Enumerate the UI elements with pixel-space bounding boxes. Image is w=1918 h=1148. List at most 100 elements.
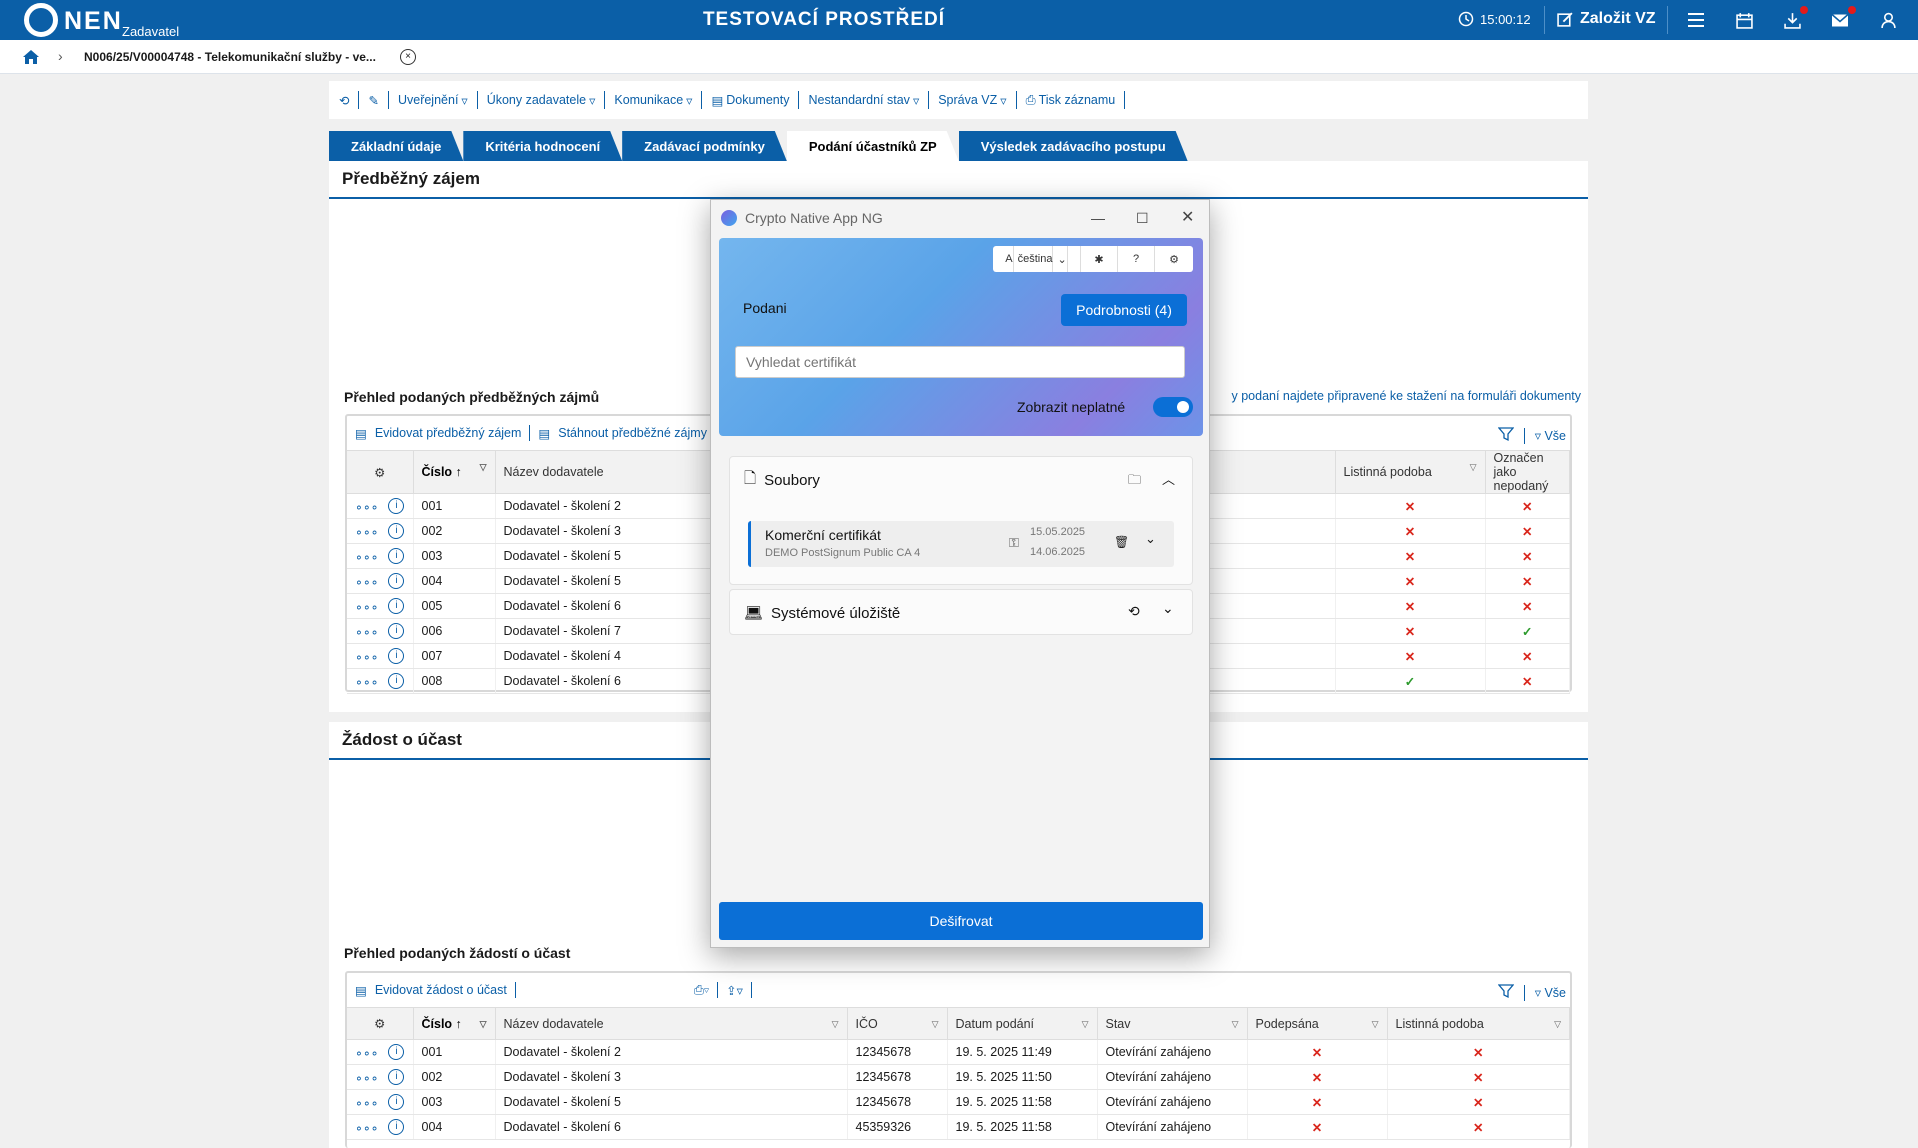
edit-icon[interactable]: ✎ [368, 93, 379, 108]
more-icon[interactable]: ∘∘∘ [355, 499, 379, 514]
more-icon[interactable]: ∘∘∘ [355, 649, 379, 664]
gear-icon[interactable]: ⚙ [1169, 253, 1179, 266]
chevron-up-icon[interactable]: ︿ [1162, 472, 1176, 487]
info-icon[interactable]: i [388, 623, 405, 639]
info-icon[interactable]: i [388, 673, 405, 689]
folder-icon[interactable]: 🗀 [1128, 472, 1142, 487]
details-button[interactable]: Podrobnosti (4) [1061, 294, 1187, 326]
menu-icon[interactable] [1684, 9, 1708, 31]
filter-caret-icon[interactable]: ▽ [1469, 462, 1477, 472]
filter-caret-icon[interactable]: ▽ [1371, 1019, 1379, 1029]
minimize-icon[interactable]: — [1091, 210, 1105, 226]
stahnout-zajmy-button[interactable]: Stáhnout předběžné zájmy [558, 426, 707, 440]
download-icon[interactable] [1780, 6, 1808, 31]
certificate-search-input[interactable] [735, 346, 1185, 378]
help-icon[interactable]: ? [1118, 246, 1155, 272]
filter-caret-icon[interactable]: ▽ [1231, 1019, 1239, 1029]
filter-caret-icon[interactable]: ▽ [479, 1019, 487, 1029]
column-header-cislo[interactable]: Číslo ↑ ▽ [413, 450, 496, 494]
user-icon[interactable] [1876, 9, 1900, 31]
chevron-down-icon[interactable]: ⌄ [1162, 600, 1174, 616]
filter-all-button[interactable]: ▿ Vše [1535, 985, 1566, 1000]
column-header-datum[interactable]: Datum podání ▽ [947, 1007, 1098, 1040]
filter-caret-icon[interactable]: ▽ [1081, 1019, 1089, 1029]
system-store-header[interactable]: 💻︎ Systémové úložiště ⟲ ⌄ [730, 590, 1192, 636]
info-icon[interactable]: i [388, 573, 405, 589]
refresh-icon[interactable]: ⟲ [1128, 603, 1140, 619]
tab-vysledek-zadavaciho-postupu[interactable]: Výsledek zadávacího postupu [959, 131, 1188, 161]
table-row[interactable]: ∘∘∘ i 004 Dodavatel - školení 6 45359326 19. … [347, 1114, 1570, 1140]
menu-ukony-zadavatele[interactable]: Úkony zadavatele ▿ [487, 93, 596, 108]
column-header-nepodany[interactable]: Označen jako nepodaný [1485, 450, 1570, 494]
export-icon[interactable]: ⇪▿ [726, 983, 743, 998]
more-icon[interactable]: ∘∘∘ [355, 599, 379, 614]
documents-info-link[interactable]: y podaní najdete připravené ke stažení n… [1231, 389, 1581, 403]
filter-caret-icon[interactable]: ▽ [931, 1019, 939, 1029]
more-icon[interactable]: ∘∘∘ [355, 674, 379, 689]
create-vz-button[interactable]: Založit VZ [1557, 10, 1656, 28]
info-icon[interactable]: i [388, 1044, 405, 1060]
filter-caret-icon[interactable]: ▽ [479, 462, 487, 472]
calendar-icon[interactable] [1732, 9, 1756, 31]
more-icon[interactable]: ∘∘∘ [355, 1095, 379, 1110]
show-invalid-toggle[interactable] [1153, 397, 1193, 417]
filter-caret-icon[interactable]: ▽ [1554, 1019, 1561, 1029]
close-icon[interactable]: ✕ [1181, 209, 1195, 226]
breadcrumb-path[interactable]: N006/25/V00004748 - Telekomunikační služ… [84, 50, 376, 64]
column-header-stav[interactable]: Stav ▽ [1097, 1007, 1248, 1040]
more-icon[interactable]: ∘∘∘ [355, 524, 379, 539]
tab-zadavaci-podminky[interactable]: Zadávací podmínky [622, 131, 787, 161]
table-row[interactable]: ∘∘∘ i 002 Dodavatel - školení 3 12345678 19. … [347, 1064, 1570, 1090]
home-icon[interactable] [22, 49, 40, 68]
files-panel-header[interactable]: 🗋 Soubory 🗀 ︿ [730, 457, 1192, 503]
column-header-listinna[interactable]: Listinná podoba ▽ [1335, 450, 1486, 494]
column-header-nazev[interactable]: Název dodavatele ▽ [495, 1007, 848, 1040]
refresh-icon[interactable]: ⟲ [339, 93, 350, 108]
column-settings-icon[interactable]: ⚙ [347, 1007, 414, 1040]
info-icon[interactable]: i [388, 498, 405, 514]
printer-icon[interactable]: ⎙▿ [693, 982, 710, 997]
info-icon[interactable]: i [388, 548, 405, 564]
column-settings-icon[interactable]: ⚙ [347, 450, 414, 494]
filter-icon[interactable] [1497, 983, 1515, 1002]
bug-icon[interactable]: ✱ [1081, 246, 1118, 272]
column-header-ico[interactable]: IČO ▽ [847, 1007, 948, 1040]
menu-tisk-zaznamu[interactable]: ⎙ Tisk záznamu [1026, 93, 1116, 108]
table-row[interactable]: ∘∘∘ i 001 Dodavatel - školení 2 12345678 19. … [347, 1039, 1570, 1065]
menu-nestandardni-stav[interactable]: Nestandardní stav ▿ [808, 93, 919, 108]
table-row[interactable]: ∘∘∘ i 003 Dodavatel - školení 5 12345678 19. … [347, 1089, 1570, 1115]
certificate-item[interactable]: Komerční certifikát DEMO PostSignum Publ… [748, 521, 1174, 567]
column-header-listinna[interactable]: Listinná podoba ▽ [1387, 1007, 1570, 1040]
info-icon[interactable]: i [388, 1119, 405, 1135]
info-icon[interactable]: i [388, 598, 405, 614]
more-icon[interactable]: ∘∘∘ [355, 549, 379, 564]
more-icon[interactable]: ∘∘∘ [355, 624, 379, 639]
info-icon[interactable]: i [388, 1069, 405, 1085]
info-icon[interactable]: i [388, 523, 405, 539]
mail-icon[interactable] [1828, 6, 1856, 31]
evidovat-zajem-button[interactable]: Evidovat předběžný zájem [374, 426, 522, 440]
more-icon[interactable]: ∘∘∘ [355, 1120, 379, 1135]
info-icon[interactable]: i [388, 648, 405, 664]
tab-podani-ucastniku[interactable]: Podání účastníků ZP [787, 131, 959, 161]
more-icon[interactable]: ∘∘∘ [355, 1070, 379, 1085]
column-header-cislo[interactable]: Číslo ↑ ▽ [413, 1007, 496, 1040]
decrypt-button[interactable]: Dešifrovat [719, 902, 1203, 940]
menu-sprava-vz[interactable]: Správa VZ ▿ [938, 93, 1006, 108]
tab-kriteria-hodnoceni[interactable]: Kritéria hodnocení [463, 131, 622, 161]
menu-uverejneni[interactable]: Uveřejnění ▿ [398, 93, 468, 108]
chevron-down-icon[interactable]: ⌄ [1145, 531, 1156, 546]
maximize-icon[interactable]: ☐ [1136, 210, 1149, 226]
tab-zakladni-udaje[interactable]: Základní údaje [329, 131, 463, 161]
filter-icon[interactable] [1497, 426, 1515, 445]
filter-all-button[interactable]: ▿ Vše [1535, 428, 1566, 443]
more-icon[interactable]: ∘∘∘ [355, 574, 379, 589]
evidovat-zadost-button[interactable]: Evidovat žádost o účast [374, 983, 507, 997]
close-icon[interactable]: × [400, 49, 416, 65]
filter-caret-icon[interactable]: ▽ [831, 1019, 839, 1029]
more-icon[interactable]: ∘∘∘ [355, 1045, 379, 1060]
trash-icon[interactable]: 🗑 [1114, 535, 1130, 549]
column-header-podepsana[interactable]: Podepsána ▽ [1247, 1007, 1388, 1040]
nen-logo-icon[interactable] [24, 3, 58, 37]
